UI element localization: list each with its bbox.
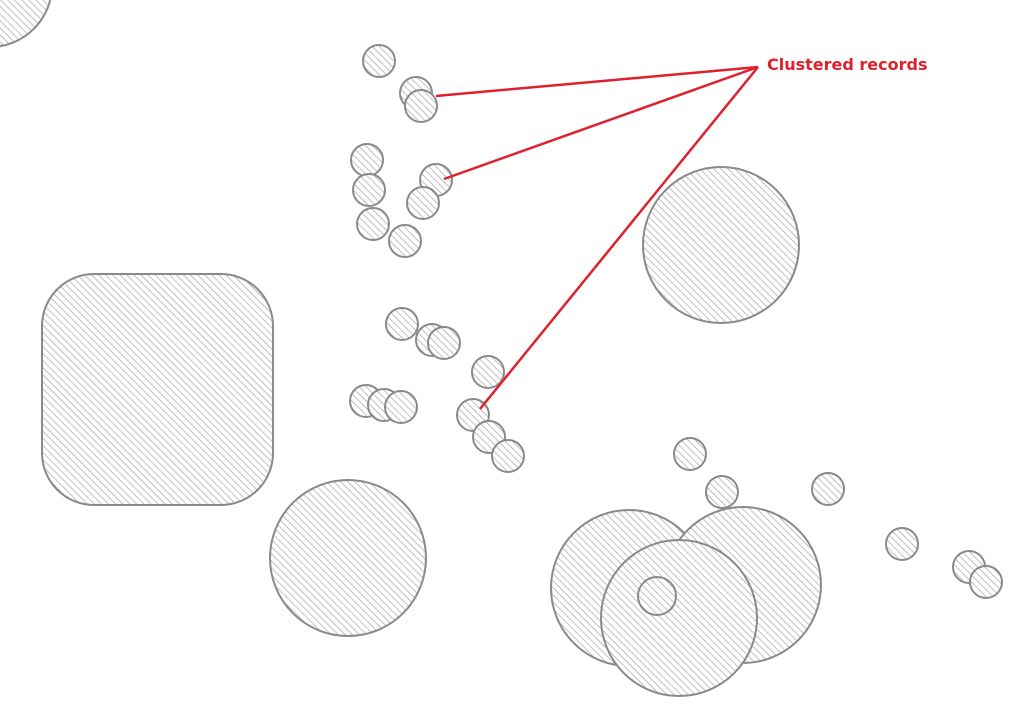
map-record-circle[interactable] — [885, 527, 919, 561]
callout-leader-line — [443, 65, 759, 181]
map-record-circle[interactable] — [471, 355, 505, 389]
map-record-circle[interactable] — [362, 44, 396, 78]
map-record-circle[interactable] — [969, 565, 1003, 599]
map-feature-rounded-square[interactable] — [41, 273, 274, 506]
map-record-circle[interactable] — [356, 207, 390, 241]
map-record-circle[interactable] — [705, 475, 739, 509]
map-record-circle[interactable] — [427, 326, 461, 360]
map-feature-circle[interactable] — [0, 0, 52, 48]
map-record-circle[interactable] — [406, 186, 440, 220]
map-feature-circle[interactable] — [637, 576, 677, 616]
callout-label: Clustered records — [767, 55, 928, 74]
callout-leader-line — [435, 65, 759, 98]
map-record-circle[interactable] — [404, 89, 438, 123]
map-record-circle[interactable] — [673, 437, 707, 471]
map-record-circle[interactable] — [491, 439, 525, 473]
map-feature-circle[interactable] — [600, 539, 758, 697]
map-record-circle[interactable] — [350, 143, 384, 177]
map-feature-circle[interactable] — [642, 166, 800, 324]
map-record-circle[interactable] — [811, 472, 845, 506]
map-record-circle[interactable] — [388, 224, 422, 258]
map-record-circle[interactable] — [352, 173, 386, 207]
callout-leader-line — [479, 66, 759, 410]
map-record-circle[interactable] — [385, 307, 419, 341]
map-record-circle[interactable] — [384, 390, 418, 424]
map-feature-circle[interactable] — [269, 479, 427, 637]
